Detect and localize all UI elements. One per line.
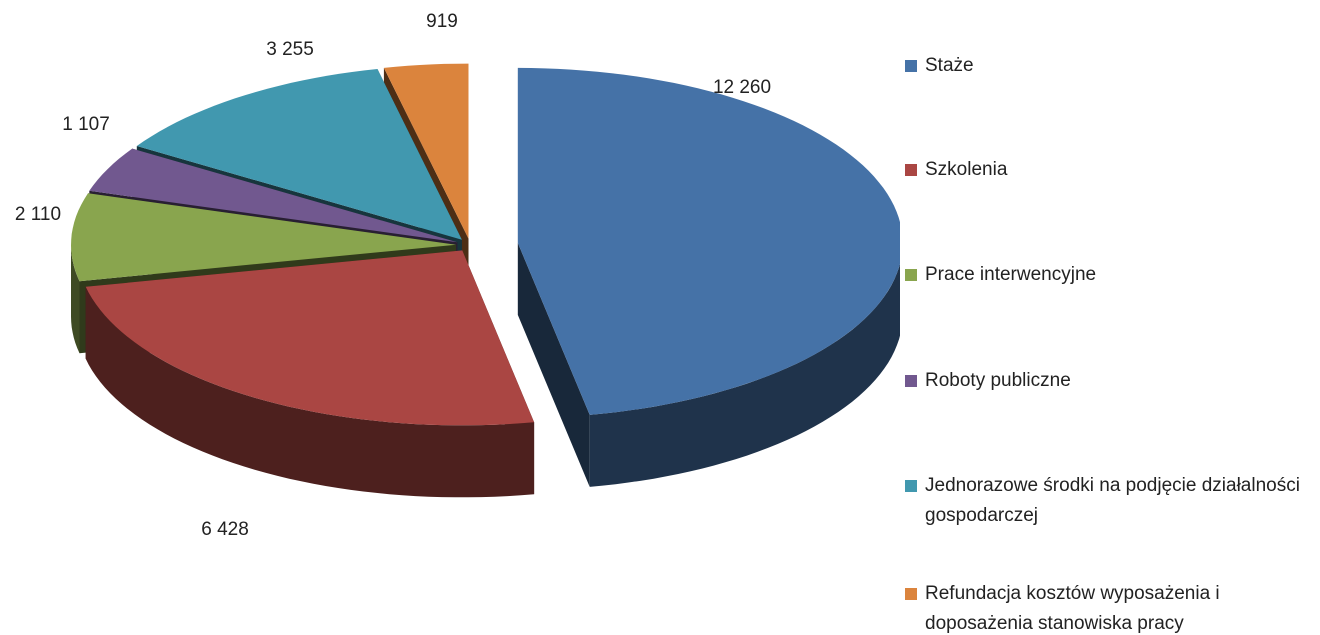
legend-swatch <box>905 480 917 492</box>
data-label: 919 <box>426 11 458 32</box>
data-label: 6 428 <box>201 519 249 540</box>
slice-side <box>517 242 590 487</box>
legend-item: Staże <box>905 51 1305 81</box>
legend-item: Szkolenia <box>905 155 1305 185</box>
legend-swatch <box>905 375 917 387</box>
slice <box>85 250 535 426</box>
data-label: 3 255 <box>266 39 314 60</box>
legend-label: Jednorazowe środki na podjęcie działalno… <box>925 475 1300 526</box>
data-label: 12 260 <box>713 77 771 98</box>
slice <box>517 67 903 415</box>
legend-item: Roboty publiczne <box>905 366 1305 396</box>
slice-wall <box>85 286 535 498</box>
legend-label: Roboty publiczne <box>925 370 1071 391</box>
legend-swatch <box>905 269 917 281</box>
data-label: 2 110 <box>15 204 61 225</box>
legend-item: Prace interwencyjne <box>905 260 1305 290</box>
legend-label: Prace interwencyjne <box>925 264 1097 285</box>
legend-label: Refundacja kosztów wyposażenia i doposaż… <box>925 583 1220 634</box>
slice <box>89 148 458 243</box>
legend-swatch <box>905 164 917 176</box>
legend-label: Staże <box>925 55 974 76</box>
legend-item: Refundacja kosztów wyposażenia i doposaż… <box>905 579 1305 635</box>
pie-chart: 12 260 6 428 2 110 1 107 3 255 919 <box>15 11 903 540</box>
legend-label: Szkolenia <box>925 159 1008 180</box>
legend-swatch <box>905 588 917 600</box>
slice <box>71 193 456 282</box>
slice <box>383 63 469 239</box>
slice-wall <box>589 242 903 487</box>
legend-item: Jednorazowe środki na podjęcie działalno… <box>905 471 1305 531</box>
slice-wall <box>71 244 80 354</box>
data-label: 1 107 <box>62 114 110 135</box>
slice <box>136 69 462 240</box>
legend-swatch <box>905 60 917 72</box>
